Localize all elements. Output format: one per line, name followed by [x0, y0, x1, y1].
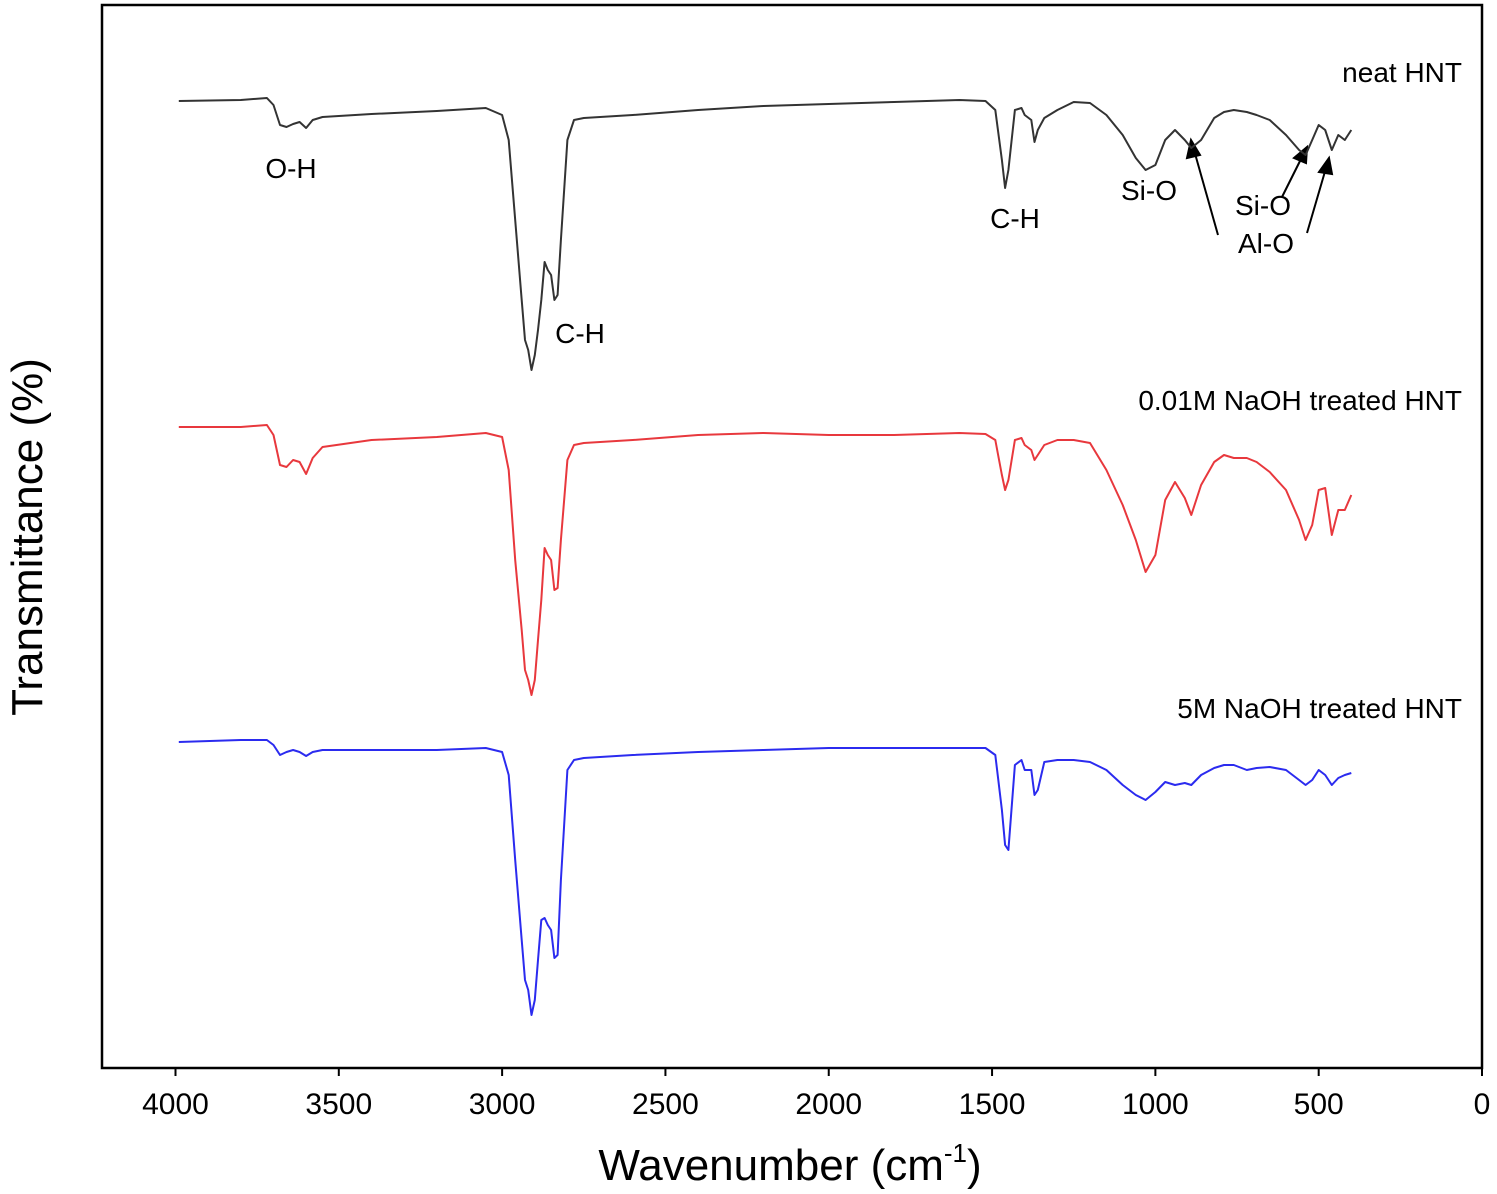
- x-tick-label: 3500: [305, 1088, 372, 1121]
- spectrum-line: [178, 97, 1353, 371]
- arrow: [1281, 156, 1303, 198]
- arrows: [1185, 137, 1334, 236]
- peak-annotation: Si-O: [1121, 175, 1177, 206]
- y-axis-label: Transmittance (%): [3, 358, 52, 716]
- x-axis-label-sup: -1: [944, 1138, 967, 1168]
- x-tick-label: 1500: [959, 1088, 1026, 1121]
- spectrum-line: [178, 424, 1353, 696]
- x-tick-label: 2500: [632, 1088, 699, 1121]
- arrow: [1306, 167, 1327, 234]
- peak-annotation: O-H: [265, 153, 316, 184]
- spectrum-line: [178, 739, 1352, 1016]
- peak-annotation: Al-O: [1238, 228, 1294, 259]
- arrow-head: [1185, 137, 1202, 160]
- x-tick-label: 500: [1294, 1088, 1344, 1121]
- peak-annotation: C-H: [990, 203, 1040, 234]
- series-label: 5M NaOH treated HNT: [1177, 693, 1462, 724]
- x-tick-label: 1000: [1122, 1088, 1189, 1121]
- x-tick-label: 3000: [469, 1088, 536, 1121]
- x-tick-label: 2000: [795, 1088, 862, 1121]
- x-axis-label-main: Wavenumber (cm: [598, 1141, 944, 1190]
- series-label: neat HNT: [1342, 57, 1462, 88]
- x-axis-label: Wavenumber (cm-1): [598, 1138, 981, 1190]
- peak-annotation: Si-O: [1235, 190, 1291, 221]
- peak-annotation: C-H: [555, 318, 605, 349]
- arrow-head: [1317, 155, 1334, 176]
- series-label: 0.01M NaOH treated HNT: [1138, 385, 1462, 416]
- x-tick-label: 0: [1474, 1088, 1491, 1121]
- x-tick-label: 4000: [142, 1088, 209, 1121]
- plot-frame: [100, 3, 1484, 1070]
- x-axis-label-end: ): [967, 1141, 982, 1190]
- arrow: [1193, 149, 1219, 236]
